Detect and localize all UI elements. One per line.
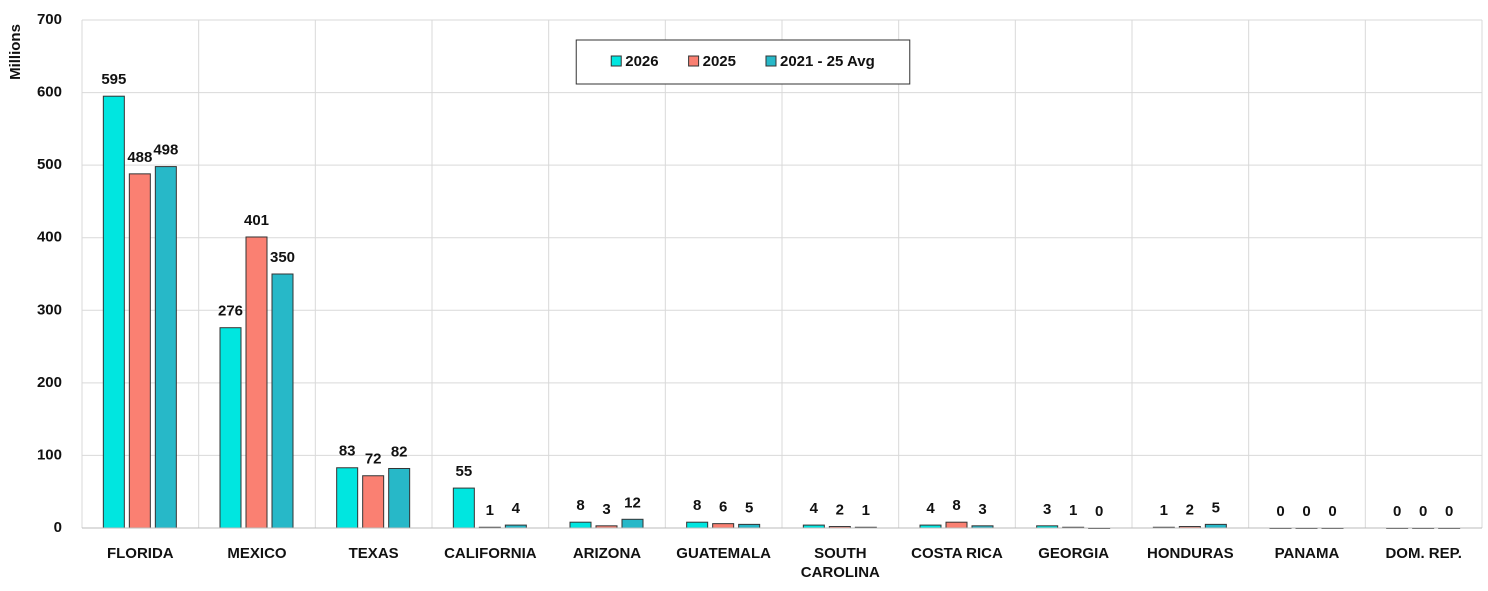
x-tick-label: PANAMA [1274,545,1340,562]
legend-swatch [765,55,777,67]
y-tick-label: 500 [37,156,62,173]
data-label: 401 [244,212,269,229]
data-label: 8 [952,497,960,514]
data-label: 0 [1445,503,1453,520]
y-tick-label: 200 [37,374,62,391]
data-label: 5 [1212,499,1220,516]
data-label: 4 [810,500,819,517]
data-label: 0 [1419,503,1427,520]
data-label: 4 [926,500,935,517]
x-tick-label: GEORGIA [1038,545,1110,562]
data-label: 6 [719,499,727,516]
x-tick-label: CALIFORNIA [444,545,537,562]
y-tick-label: 100 [37,446,62,463]
data-label: 0 [1095,503,1103,520]
bar [945,521,968,529]
y-tick-label: 400 [37,229,62,246]
x-tick-label: TEXAS [348,545,399,562]
legend-label: 2026 [625,53,658,70]
legend-label: 2021 - 25 Avg [780,53,875,70]
x-tick-label: DOM. REP. [1385,545,1462,562]
bar [569,521,592,529]
data-label: 2 [836,502,844,519]
x-tick-label: COSTA RICA [911,545,1003,562]
data-label: 55 [455,463,472,480]
legend: 2026 2025 2021 - 25 Avg [575,39,911,85]
data-label: 498 [153,142,178,159]
data-label: 3 [1043,501,1051,518]
data-label: 350 [270,249,295,266]
data-label: 4 [512,500,521,517]
y-tick-label: 300 [37,301,62,318]
data-label: 1 [486,502,494,519]
data-label: 0 [1393,503,1401,520]
bar [336,467,359,529]
x-tick-label: ARIZONA [572,545,642,562]
data-label: 3 [978,501,986,518]
bar [712,523,735,529]
bar [388,467,411,529]
y-tick-label: 600 [37,84,62,101]
legend-swatch [688,55,700,67]
bar [452,487,475,529]
bar [738,523,761,529]
legend-label: 2025 [703,53,736,70]
data-label: 0 [1276,503,1284,520]
x-tick-label: MEXICO [227,545,287,562]
data-label: 1 [862,502,870,519]
bar [1204,523,1227,529]
y-tick-label: 700 [37,11,62,28]
bar [362,475,385,529]
bar [219,327,242,529]
bar [686,521,709,529]
x-tick-label: SOUTH CAROLINA [800,545,880,581]
data-label: 12 [624,494,641,511]
bar [271,273,294,529]
legend-swatch [610,55,622,67]
x-tick-label: FLORIDA [106,545,174,562]
data-label: 595 [101,71,126,88]
data-label: 8 [576,497,584,514]
legend-box [575,39,911,85]
bar [128,173,151,529]
data-label: 83 [339,443,356,460]
data-label: 1 [1160,502,1168,519]
data-label: 3 [602,501,610,518]
bar [621,518,644,529]
data-label: 276 [218,303,243,320]
data-label: 488 [127,149,152,166]
x-tick-label: HONDURAS [1146,545,1234,562]
data-label: 82 [391,443,408,460]
y-axis-label: Millions [7,24,24,80]
bar [245,236,268,529]
bar [102,95,125,529]
y-tick-label: 0 [54,519,62,536]
data-label: 1 [1069,502,1077,519]
data-label: 0 [1328,503,1336,520]
bar [154,166,177,529]
x-tick-label: GUATEMALA [676,545,772,562]
data-label: 2 [1186,502,1194,519]
data-label: 8 [693,497,701,514]
data-label: 0 [1302,503,1310,520]
data-label: 72 [365,451,382,468]
data-label: 5 [745,499,753,516]
